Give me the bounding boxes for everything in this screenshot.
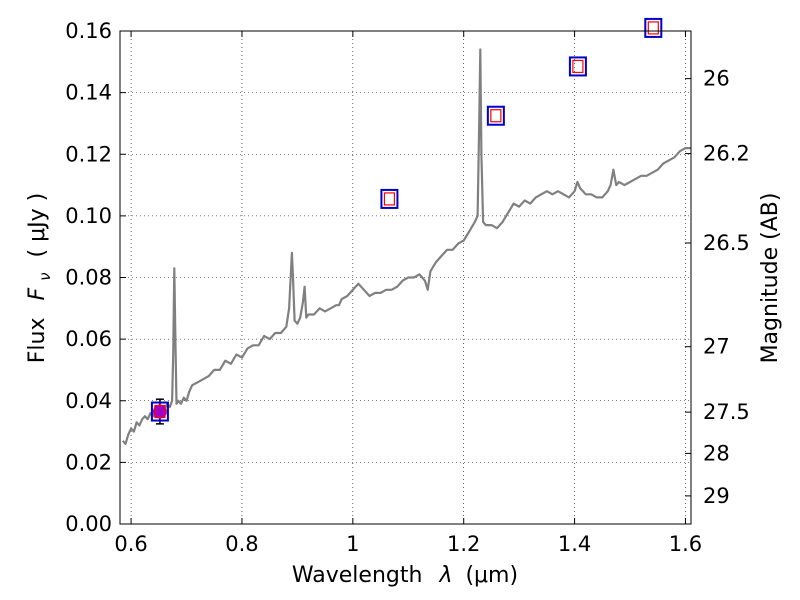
x-tick-label: 0.8 bbox=[225, 532, 258, 556]
photometry-markers bbox=[150, 17, 663, 425]
photometry-box-outer bbox=[486, 105, 505, 126]
x-tick-label: 0.6 bbox=[114, 532, 147, 556]
y-tick-label: 0.12 bbox=[65, 142, 112, 166]
y-axis-label: Flux F ν ( μJy ) bbox=[25, 193, 56, 363]
x-tick-label: 1.6 bbox=[669, 532, 702, 556]
y-tick-label: 0.04 bbox=[65, 389, 112, 413]
photometry-box-outer bbox=[380, 188, 399, 209]
y-tick-label: 0.02 bbox=[65, 450, 112, 474]
x-tick-label: 1.4 bbox=[558, 532, 591, 556]
spectrum-line bbox=[121, 48, 691, 445]
spectrum-series bbox=[121, 48, 691, 445]
y2-tick-label: 26.5 bbox=[703, 231, 750, 255]
photometry-box-outer bbox=[150, 401, 169, 422]
photometry-box-inner bbox=[572, 59, 584, 74]
y2-tick-label: 26.2 bbox=[703, 142, 750, 166]
photometry-box-outer bbox=[644, 17, 663, 38]
photometry-box-outer bbox=[568, 56, 587, 77]
right-axis-label: Magnitude (AB) bbox=[758, 193, 783, 364]
y2-tick-label: 27.5 bbox=[703, 400, 750, 424]
y2-tick-label: 28 bbox=[703, 441, 730, 465]
x-tick-label: 1.2 bbox=[447, 532, 480, 556]
y2-tick-label: 29 bbox=[703, 484, 730, 508]
y-tick-label: 0.00 bbox=[65, 512, 112, 536]
y-tick-label: 0.08 bbox=[65, 266, 112, 290]
y-tick-label: 0.10 bbox=[65, 204, 112, 228]
x-axis-label: Wavelength λ (μm) bbox=[292, 563, 518, 588]
x-tick-label: 1 bbox=[346, 532, 359, 556]
y-tick-label: 0.16 bbox=[65, 19, 112, 43]
photometry-box-inner bbox=[490, 109, 502, 123]
y2-tick-label: 26 bbox=[703, 67, 730, 91]
y-tick-label: 0.14 bbox=[65, 81, 112, 105]
photometry-box-inner bbox=[647, 21, 659, 35]
axis-ticks: 0.6 0.8 1 1.2 1.4 1.6 0.00 0.02 0.04 0.06 0.08 0.10… bbox=[65, 19, 750, 556]
y2-tick-label: 27 bbox=[703, 335, 730, 359]
detection-marker bbox=[152, 404, 167, 419]
plot-frame bbox=[119, 30, 692, 525]
photometry-box-inner bbox=[154, 404, 166, 419]
y-tick-label: 0.06 bbox=[65, 327, 112, 351]
grid-lines bbox=[120, 30, 691, 525]
photometry-box-inner bbox=[383, 192, 396, 206]
